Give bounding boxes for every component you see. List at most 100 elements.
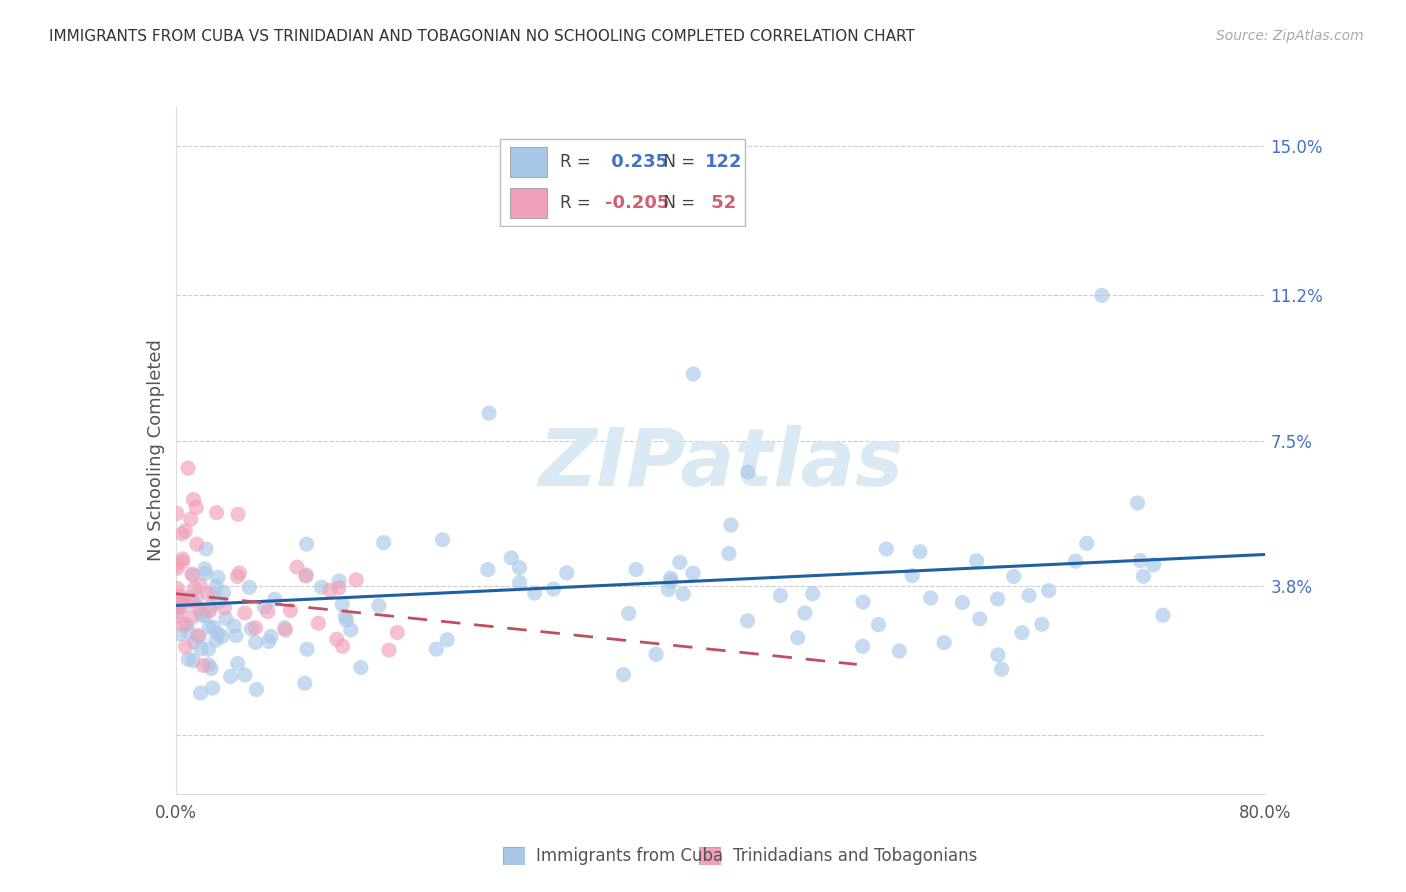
Point <box>436 632 458 647</box>
Point <box>191 658 214 673</box>
Point <box>478 406 501 420</box>
Point <box>1076 536 1098 550</box>
Point <box>176 617 198 632</box>
Point <box>328 581 350 595</box>
Point <box>285 560 308 574</box>
Point <box>387 625 409 640</box>
Point <box>173 599 195 613</box>
Text: N =: N = <box>652 153 700 171</box>
Point <box>181 567 204 582</box>
Point <box>183 654 205 668</box>
Point <box>172 555 194 569</box>
Point <box>183 635 205 649</box>
Point <box>219 669 242 683</box>
Point <box>200 661 222 675</box>
Point <box>657 582 679 597</box>
Point <box>645 648 668 662</box>
Point <box>367 599 389 613</box>
Point <box>186 590 208 604</box>
Point <box>194 608 217 623</box>
Point <box>188 578 211 592</box>
Text: Source: ZipAtlas.com: Source: ZipAtlas.com <box>1216 29 1364 44</box>
Point <box>543 582 565 596</box>
Point <box>717 546 740 560</box>
Point <box>332 640 354 654</box>
Text: -0.205: -0.205 <box>605 194 669 212</box>
Point <box>612 667 634 681</box>
Point <box>177 625 200 640</box>
Point <box>181 568 204 582</box>
Point <box>682 367 704 381</box>
Point <box>226 657 249 671</box>
Point <box>238 580 260 594</box>
FancyBboxPatch shape <box>499 139 745 227</box>
Point <box>240 622 263 636</box>
Point <box>187 601 209 615</box>
Point <box>523 586 546 600</box>
Point <box>952 595 974 609</box>
Point <box>225 629 247 643</box>
Point <box>166 561 188 575</box>
Text: 122: 122 <box>706 153 742 171</box>
Point <box>169 589 191 603</box>
Point <box>211 630 233 644</box>
Point <box>183 582 205 596</box>
Text: R =: R = <box>560 194 596 212</box>
Point <box>198 620 221 634</box>
Text: Trinidadians and Tobagonians: Trinidadians and Tobagonians <box>733 847 977 865</box>
Point <box>328 574 350 588</box>
Point <box>1143 558 1166 572</box>
Point <box>425 642 447 657</box>
Point <box>170 594 193 608</box>
Point <box>617 607 640 621</box>
Point <box>183 492 205 507</box>
Text: N =: N = <box>652 194 700 212</box>
Point <box>868 617 890 632</box>
Point <box>205 506 228 520</box>
Point <box>335 609 357 624</box>
Point <box>166 582 188 596</box>
Point <box>264 592 287 607</box>
Point <box>1031 617 1053 632</box>
Point <box>344 573 367 587</box>
Point <box>166 599 188 614</box>
Point <box>257 634 280 648</box>
Point <box>202 620 225 634</box>
Point <box>1064 554 1087 568</box>
Point <box>1126 496 1149 510</box>
Point <box>786 631 808 645</box>
Point <box>852 639 875 653</box>
Point <box>186 500 208 515</box>
Point <box>280 603 302 617</box>
Text: R =: R = <box>560 153 596 171</box>
Point <box>350 660 373 674</box>
Bar <box>510 147 547 178</box>
Point <box>274 623 297 637</box>
Point <box>966 554 988 568</box>
Point <box>245 621 267 635</box>
Point <box>191 608 214 623</box>
Point <box>245 682 267 697</box>
Point <box>169 599 191 613</box>
Point <box>340 623 363 637</box>
Point <box>501 550 523 565</box>
Point <box>226 508 249 522</box>
Point <box>245 635 267 649</box>
Point <box>908 544 931 558</box>
Point <box>990 662 1012 676</box>
Point <box>934 635 956 649</box>
Point <box>1011 625 1033 640</box>
Point <box>201 681 224 695</box>
Point <box>202 587 225 601</box>
Point <box>294 569 316 583</box>
Point <box>737 614 759 628</box>
Point <box>508 575 530 590</box>
Point <box>720 518 742 533</box>
Point <box>319 583 342 598</box>
Point <box>875 542 897 557</box>
Point <box>195 541 218 556</box>
Point <box>295 568 318 582</box>
Point <box>190 686 212 700</box>
Point <box>172 593 194 607</box>
Point <box>659 571 682 585</box>
